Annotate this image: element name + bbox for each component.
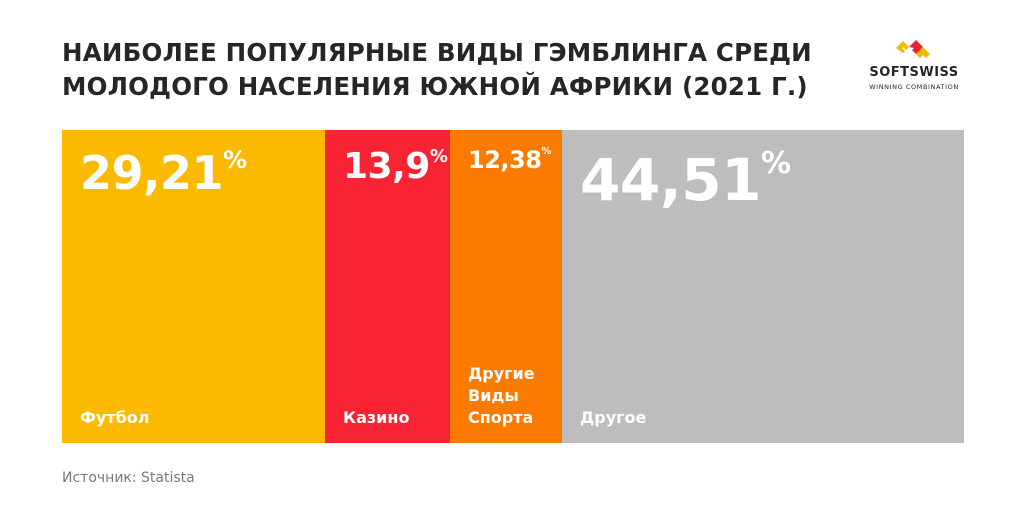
- data-label-unit: %: [541, 146, 552, 157]
- source-note: Источник: Statista: [62, 470, 195, 486]
- chart-title: НАИБОЛЕЕ ПОПУЛЯРНЫЕ ВИДЫ ГЭМБЛИНГА СРЕДИ…: [62, 38, 812, 101]
- logo-name: SOFTSWISS: [869, 65, 959, 80]
- softswiss-logo: SOFTSWISS WINNING COMBINATION: [858, 34, 970, 98]
- data-label-value: 29,21: [80, 146, 224, 200]
- data-label: 44,51%: [580, 146, 791, 214]
- data-label: 12,38%: [468, 146, 551, 174]
- data-label: 29,21%: [80, 146, 247, 200]
- bar-segment: 12,38% Другие Виды Спорта: [450, 130, 562, 443]
- category-label: Другое: [580, 408, 647, 427]
- bar-segment: 44,51% Другое: [562, 130, 964, 443]
- stacked-bar-chart: 29,21% Футбол 13,9% Казино 12,38% Другие Виды…: [62, 130, 964, 443]
- category-label: Футбол: [80, 408, 150, 427]
- data-label: 13,9%: [343, 146, 448, 187]
- data-label-unit: %: [429, 146, 448, 167]
- data-label-value: 44,51: [580, 146, 761, 214]
- logo-tagline: WINNING COMBINATION: [869, 83, 959, 91]
- softswiss-logo-icon: [896, 40, 930, 58]
- bar-segment: 13,9% Казино: [325, 130, 450, 443]
- data-label-unit: %: [223, 146, 248, 174]
- data-label-value: 12,38: [468, 146, 542, 174]
- bar-segment: 29,21% Футбол: [62, 130, 325, 443]
- category-label: Другие Виды Спорта: [468, 364, 535, 427]
- data-label-unit: %: [760, 146, 792, 181]
- category-label: Казино: [343, 408, 410, 427]
- data-label-value: 13,9: [343, 146, 430, 187]
